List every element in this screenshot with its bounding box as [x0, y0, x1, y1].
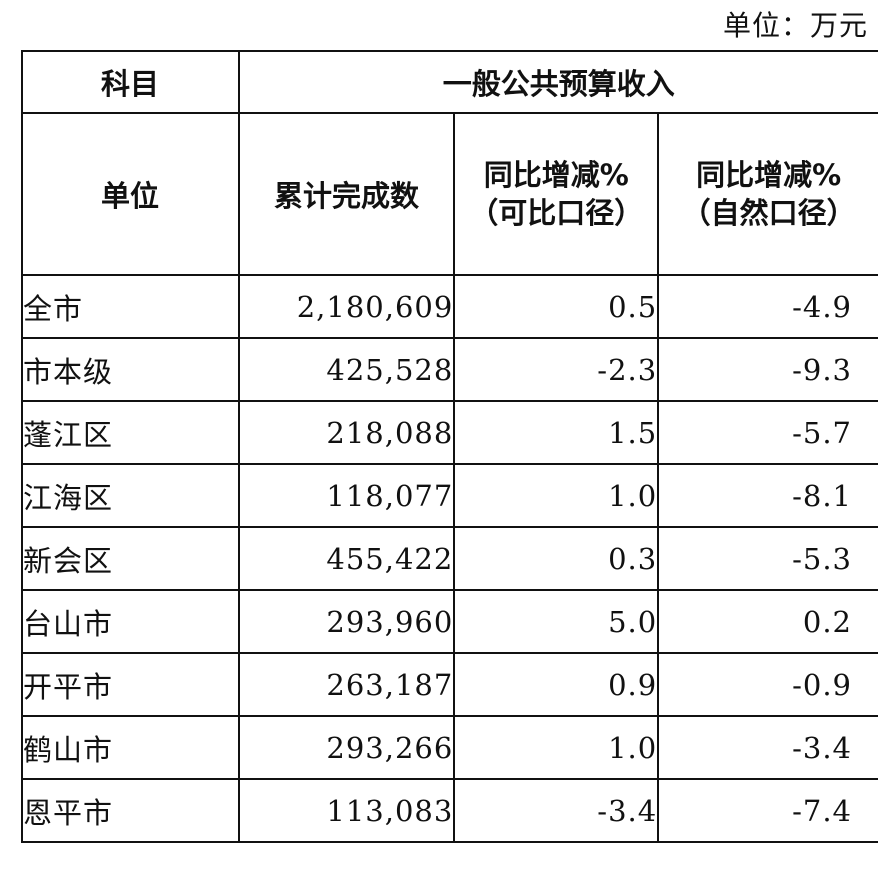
cumulative-cell: 263,187	[237, 652, 456, 717]
table-row: 江海区 118,077 1.0 -8.1	[21, 463, 878, 528]
yoy-comparable-cell: 1.0	[453, 463, 660, 528]
table-row: 全市 2,180,609 0.5 -4.9	[21, 274, 878, 339]
yoy-comparable-cell: 1.0	[453, 715, 660, 780]
header-row-columns: 单位 累计完成数 同比增减% （可比口径） 同比增减% （自然口径）	[21, 112, 878, 276]
unit-note: 单位：万元	[722, 9, 868, 42]
yoy-comparable-cell: 1.5	[453, 400, 660, 465]
yoy-comparable-cell: 0.3	[453, 526, 660, 591]
yoy-comparable-cell: -3.4	[453, 778, 660, 843]
yoy-natural-cell: -4.9	[657, 274, 878, 339]
table-row: 恩平市 113,083 -3.4 -7.4	[21, 778, 878, 843]
yoy-natural-header-line-1: 同比增减%	[696, 158, 842, 192]
yoy-comparable-cell: 0.5	[453, 274, 660, 339]
budget-revenue-table: 科目 一般公共预算收入 单位 累计完成数 同比增减% （可比口径） 同比增减% …	[21, 50, 878, 843]
yoy-comparable-cell: 5.0	[453, 589, 660, 654]
unit-name-cell: 市本级	[21, 337, 240, 402]
cumulative-cell: 2,180,609	[237, 274, 456, 339]
unit-name-cell: 鹤山市	[21, 715, 240, 780]
yoy-natural-cell: -9.3	[657, 337, 878, 402]
cumulative-column-header: 累计完成数	[237, 112, 456, 276]
yoy-natural-cell: -0.9	[657, 652, 878, 717]
table-row: 市本级 425,528 -2.3 -9.3	[21, 337, 878, 402]
table-row: 开平市 263,187 0.9 -0.9	[21, 652, 878, 717]
yoy-comparable-cell: -2.3	[453, 337, 660, 402]
table-row: 新会区 455,422 0.3 -5.3	[21, 526, 878, 591]
unit-column-header: 单位	[21, 112, 240, 276]
unit-name-cell: 恩平市	[21, 778, 240, 843]
cumulative-cell: 293,266	[237, 715, 456, 780]
table-row: 台山市 293,960 5.0 0.2	[21, 589, 878, 654]
yoy-natural-header-line-2: （自然口径）	[681, 196, 856, 230]
yoy-natural-cell: 0.2	[657, 589, 878, 654]
cumulative-cell: 118,077	[237, 463, 456, 528]
unit-name-cell: 台山市	[21, 589, 240, 654]
table-row: 蓬江区 218,088 1.5 -5.7	[21, 400, 878, 465]
cumulative-cell: 425,528	[237, 337, 456, 402]
header-row-subject: 科目 一般公共预算收入	[21, 50, 878, 114]
yoy-comparable-column-header: 同比增减% （可比口径）	[453, 112, 660, 276]
yoy-comparable-header-line-2: （可比口径）	[469, 196, 644, 230]
yoy-natural-cell: -5.3	[657, 526, 878, 591]
unit-name-cell: 江海区	[21, 463, 240, 528]
subject-header: 科目	[21, 50, 240, 114]
yoy-comparable-header-line-1: 同比增减%	[483, 158, 629, 192]
yoy-natural-cell: -7.4	[657, 778, 878, 843]
unit-name-cell: 蓬江区	[21, 400, 240, 465]
cumulative-cell: 218,088	[237, 400, 456, 465]
unit-name-cell: 全市	[21, 274, 240, 339]
cumulative-cell: 113,083	[237, 778, 456, 843]
cumulative-cell: 455,422	[237, 526, 456, 591]
yoy-natural-cell: -8.1	[657, 463, 878, 528]
cumulative-cell: 293,960	[237, 589, 456, 654]
yoy-natural-cell: -5.7	[657, 400, 878, 465]
yoy-comparable-cell: 0.9	[453, 652, 660, 717]
yoy-natural-cell: -3.4	[657, 715, 878, 780]
yoy-natural-column-header: 同比增减% （自然口径）	[657, 112, 878, 276]
table-body: 科目 一般公共预算收入 单位 累计完成数 同比增减% （可比口径） 同比增减% …	[21, 50, 878, 843]
unit-name-cell: 新会区	[21, 526, 240, 591]
table-row: 鹤山市 293,266 1.0 -3.4	[21, 715, 878, 780]
revenue-group-header: 一般公共预算收入	[237, 50, 878, 114]
unit-name-cell: 开平市	[21, 652, 240, 717]
